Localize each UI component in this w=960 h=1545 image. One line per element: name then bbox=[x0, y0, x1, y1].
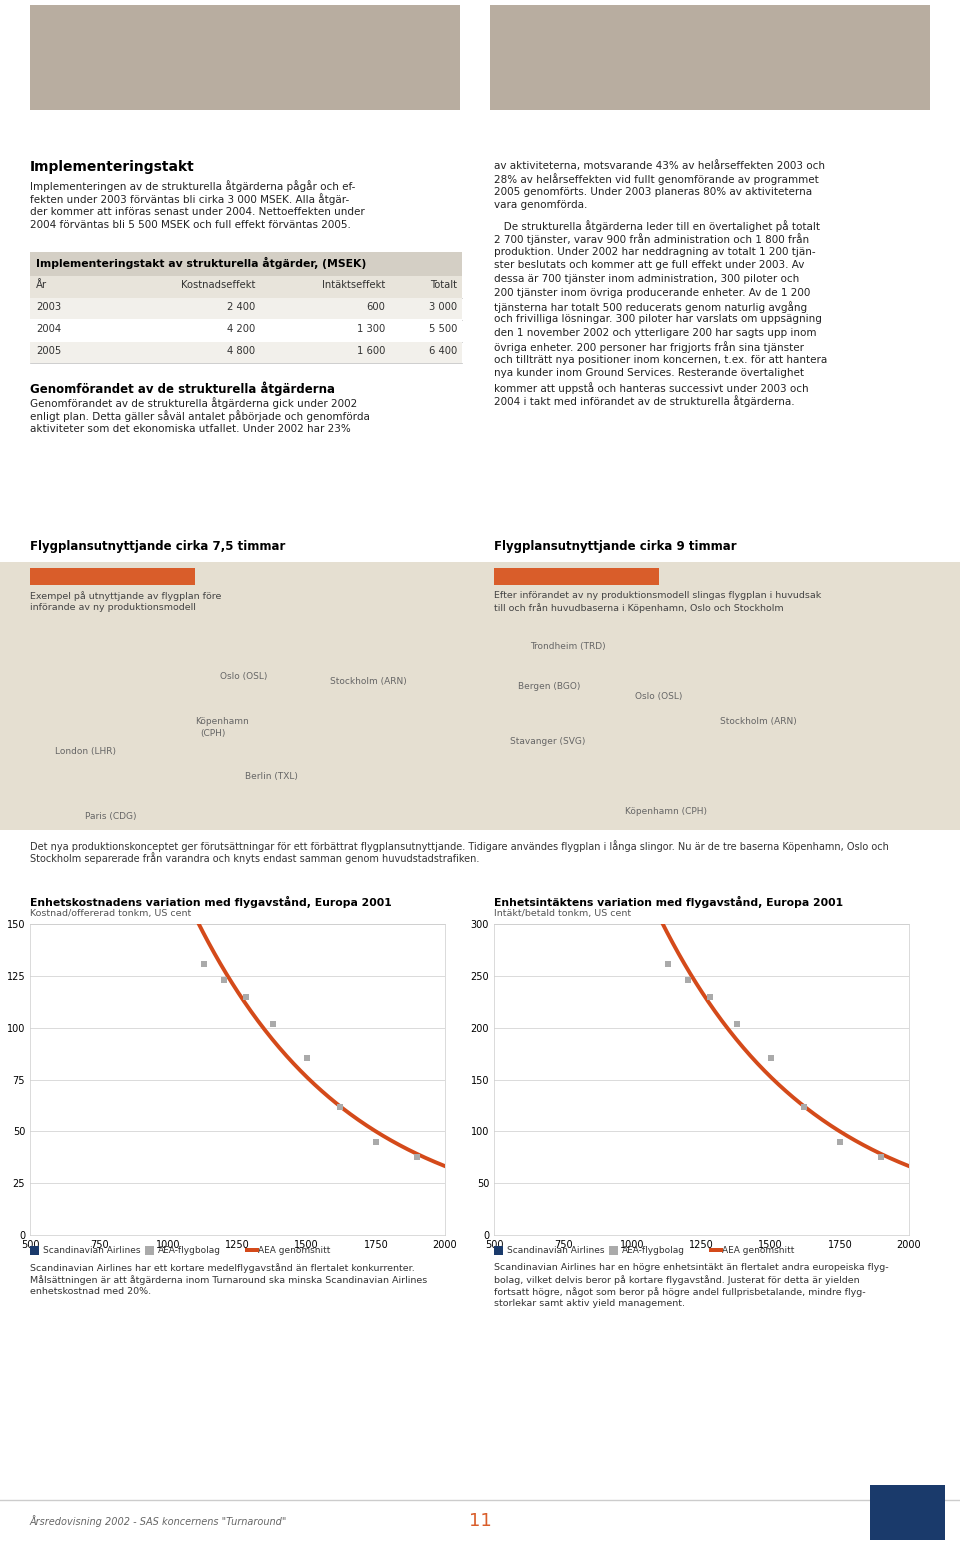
Text: 1 600: 1 600 bbox=[356, 346, 385, 355]
Text: Oslo (OSL): Oslo (OSL) bbox=[220, 672, 268, 681]
Text: fekten under 2003 förväntas bli cirka 3 000 MSEK. Alla åtgär-: fekten under 2003 förväntas bli cirka 3 … bbox=[30, 193, 349, 205]
Text: Stockholm separerade från varandra och knyts endast samman genom huvudstadstrafi: Stockholm separerade från varandra och k… bbox=[30, 851, 479, 864]
Text: 11: 11 bbox=[468, 1513, 492, 1530]
Text: vara genomförda.: vara genomförda. bbox=[494, 201, 588, 210]
Text: Implementeringen av de strukturella åtgärderna pågår och ef-: Implementeringen av de strukturella åtgä… bbox=[30, 181, 355, 192]
Text: till och från huvudbaserna i Köpenhamn, Oslo och Stockholm: till och från huvudbaserna i Köpenhamn, … bbox=[494, 603, 783, 613]
Text: Implementeringstakt av strukturella åtgärder, (MSEK): Implementeringstakt av strukturella åtgä… bbox=[36, 256, 367, 269]
Text: enhetskostnad med 20%.: enhetskostnad med 20%. bbox=[30, 1287, 151, 1296]
Text: SAS Group: SAS Group bbox=[887, 1523, 927, 1533]
Text: och frivilliga lösningar. 300 piloter har varslats om uppsägning: och frivilliga lösningar. 300 piloter ha… bbox=[494, 315, 822, 324]
Text: 5 500: 5 500 bbox=[428, 324, 457, 334]
Text: Årsredovisning 2002 - SAS koncernens "Turnaround": Årsredovisning 2002 - SAS koncernens "Tu… bbox=[30, 1516, 287, 1526]
Text: Implementeringstakt: Implementeringstakt bbox=[30, 161, 195, 175]
Text: Scandinavian Airlines: Scandinavian Airlines bbox=[507, 1245, 605, 1255]
Text: 2004 förväntas bli 5 500 MSEK och full effekt förväntas 2005.: 2004 förväntas bli 5 500 MSEK och full e… bbox=[30, 221, 350, 230]
Text: Det nya produktionskonceptet ger förutsättningar för ett förbättrat flygplansutn: Det nya produktionskonceptet ger förutsä… bbox=[30, 840, 889, 851]
Text: enligt plan. Detta gäller såväl antalet påbörjade och genomförda: enligt plan. Detta gäller såväl antalet … bbox=[30, 411, 370, 422]
Text: kommer att uppstå och hanteras successivt under 2003 och: kommer att uppstå och hanteras successiv… bbox=[494, 382, 808, 394]
Text: Intäkt/betald tonkm, US cent: Intäkt/betald tonkm, US cent bbox=[494, 908, 631, 918]
Text: Stockholm (ARN): Stockholm (ARN) bbox=[720, 717, 797, 726]
Text: 1 300: 1 300 bbox=[357, 324, 385, 334]
Text: dessa är 700 tjänster inom administration, 300 piloter och: dessa är 700 tjänster inom administratio… bbox=[494, 273, 800, 284]
Text: 6 400: 6 400 bbox=[429, 346, 457, 355]
Text: 2 400: 2 400 bbox=[227, 301, 255, 312]
Text: Totalt: Totalt bbox=[430, 280, 457, 290]
Text: Efter införandet av ny produktionsmodell slingas flygplan i huvudsak: Efter införandet av ny produktionsmodell… bbox=[494, 592, 821, 599]
Text: Köpenhamn: Köpenhamn bbox=[195, 717, 249, 726]
Text: Intäktseffekt: Intäktseffekt bbox=[322, 280, 385, 290]
Text: 2005 genomförts. Under 2003 planeras 80% av aktiviteterna: 2005 genomförts. Under 2003 planeras 80%… bbox=[494, 187, 812, 198]
Text: tjänsterna har totalt 500 reducerats genom naturlig avgång: tjänsterna har totalt 500 reducerats gen… bbox=[494, 301, 807, 314]
Text: av aktiviteterna, motsvarande 43% av helårseffekten 2003 och: av aktiviteterna, motsvarande 43% av hel… bbox=[494, 161, 825, 171]
Text: Efter 27 oktober 2002: Efter 27 oktober 2002 bbox=[515, 570, 638, 579]
Text: Berlin (TXL): Berlin (TXL) bbox=[245, 772, 298, 782]
Text: Kostnad/offererad tonkm, US cent: Kostnad/offererad tonkm, US cent bbox=[30, 908, 191, 918]
Text: produktion. Under 2002 har neddragning av totalt 1 200 tjän-: produktion. Under 2002 har neddragning a… bbox=[494, 247, 816, 256]
Text: bolag, vilket delvis beror på kortare flygavstånd. Justerat för detta är yielden: bolag, vilket delvis beror på kortare fl… bbox=[494, 1275, 859, 1285]
Text: Paris (CDG): Paris (CDG) bbox=[85, 813, 136, 820]
Text: storlekar samt aktiv yield management.: storlekar samt aktiv yield management. bbox=[494, 1299, 685, 1309]
Text: Enhetsintäktens variation med flygavstånd, Europa 2001: Enhetsintäktens variation med flygavstån… bbox=[494, 896, 843, 908]
Text: och tillträtt nya positioner inom koncernen, t.ex. för att hantera: och tillträtt nya positioner inom koncer… bbox=[494, 355, 828, 365]
Text: Stockholm (ARN): Stockholm (ARN) bbox=[330, 677, 407, 686]
Text: der kommer att införas senast under 2004. Nettoeffekten under: der kommer att införas senast under 2004… bbox=[30, 207, 365, 216]
Text: 2 700 tjänster, varav 900 från administration och 1 800 från: 2 700 tjänster, varav 900 från administr… bbox=[494, 233, 809, 246]
Text: införande av ny produktionsmodell: införande av ny produktionsmodell bbox=[30, 603, 196, 612]
Text: 28% av helårseffekten vid fullt genomförande av programmet: 28% av helårseffekten vid fullt genomför… bbox=[494, 173, 819, 185]
Text: SAS: SAS bbox=[886, 1503, 929, 1522]
Text: AEA-flygbolag: AEA-flygbolag bbox=[622, 1245, 685, 1255]
Text: nya kunder inom Ground Services. Resterande övertalighet: nya kunder inom Ground Services. Restera… bbox=[494, 369, 804, 379]
Text: 200 tjänster inom övriga producerande enheter. Av de 1 200: 200 tjänster inom övriga producerande en… bbox=[494, 287, 810, 298]
Text: Flygplansutnyttjande cirka 7,5 timmar: Flygplansutnyttjande cirka 7,5 timmar bbox=[30, 541, 285, 553]
Text: fortsatt högre, något som beror på högre andel fullprisbetalande, mindre flyg-: fortsatt högre, något som beror på högre… bbox=[494, 1287, 866, 1296]
Text: Stavanger (SVG): Stavanger (SVG) bbox=[510, 737, 586, 746]
Text: 3 000: 3 000 bbox=[429, 301, 457, 312]
Text: 2004 i takt med införandet av de strukturella åtgärderna.: 2004 i takt med införandet av de struktu… bbox=[494, 396, 795, 408]
Text: 2005: 2005 bbox=[36, 346, 61, 355]
Text: Trondheim (TRD): Trondheim (TRD) bbox=[530, 643, 606, 650]
Text: Oslo (OSL): Oslo (OSL) bbox=[635, 692, 683, 701]
Text: (CPH): (CPH) bbox=[200, 729, 226, 739]
Text: Scandinavian Airlines har en högre enhetsintäkt än flertalet andra europeiska fl: Scandinavian Airlines har en högre enhet… bbox=[494, 1262, 889, 1272]
Text: övriga enheter. 200 personer har frigjorts från sina tjänster: övriga enheter. 200 personer har frigjor… bbox=[494, 341, 804, 354]
Text: År: År bbox=[36, 280, 47, 290]
Text: Enhetskostnadens variation med flygavstånd, Europa 2001: Enhetskostnadens variation med flygavstå… bbox=[30, 896, 392, 908]
Text: De strukturella åtgärderna leder till en övertalighet på totalt: De strukturella åtgärderna leder till en… bbox=[494, 219, 820, 232]
Text: aktiviteter som det ekonomiska utfallet. Under 2002 har 23%: aktiviteter som det ekonomiska utfallet.… bbox=[30, 423, 350, 434]
Text: London (LHR): London (LHR) bbox=[55, 746, 116, 756]
Text: 600: 600 bbox=[366, 301, 385, 312]
Text: Exempel på utnyttjande av flygplan före: Exempel på utnyttjande av flygplan före bbox=[30, 592, 222, 601]
Text: 4 200: 4 200 bbox=[227, 324, 255, 334]
Text: den 1 november 2002 och ytterligare 200 har sagts upp inom: den 1 november 2002 och ytterligare 200 … bbox=[494, 328, 817, 338]
Text: AEA genomsnitt: AEA genomsnitt bbox=[722, 1245, 794, 1255]
Text: Scandinavian Airlines har ett kortare medelflygavstånd än flertalet konkurrenter: Scandinavian Airlines har ett kortare me… bbox=[30, 1262, 415, 1273]
Text: Genomförandet av de strukturella åtgärderna: Genomförandet av de strukturella åtgärde… bbox=[30, 382, 335, 396]
Text: Bergen (BGO): Bergen (BGO) bbox=[518, 681, 581, 691]
Text: Köpenhamn (CPH): Köpenhamn (CPH) bbox=[625, 806, 707, 816]
Text: Målsättningen är att åtgärderna inom Turnaround ska minska Scandinavian Airlines: Målsättningen är att åtgärderna inom Tur… bbox=[30, 1275, 427, 1285]
Text: 4 800: 4 800 bbox=[227, 346, 255, 355]
Text: Före 27 oktober 2002: Före 27 oktober 2002 bbox=[52, 570, 173, 579]
Text: AEA-flygbolag: AEA-flygbolag bbox=[158, 1245, 221, 1255]
Text: Kostnadseffekt: Kostnadseffekt bbox=[180, 280, 255, 290]
Text: AEA genomsnitt: AEA genomsnitt bbox=[258, 1245, 330, 1255]
Text: 2004: 2004 bbox=[36, 324, 61, 334]
Text: 2003: 2003 bbox=[36, 301, 61, 312]
Text: ster beslutats och kommer att ge full effekt under 2003. Av: ster beslutats och kommer att ge full ef… bbox=[494, 261, 804, 270]
Text: Genomförandet av de strukturella åtgärderna gick under 2002: Genomförandet av de strukturella åtgärde… bbox=[30, 397, 357, 409]
Text: Flygplansutnyttjande cirka 9 timmar: Flygplansutnyttjande cirka 9 timmar bbox=[494, 541, 736, 553]
Text: Scandinavian Airlines: Scandinavian Airlines bbox=[43, 1245, 140, 1255]
